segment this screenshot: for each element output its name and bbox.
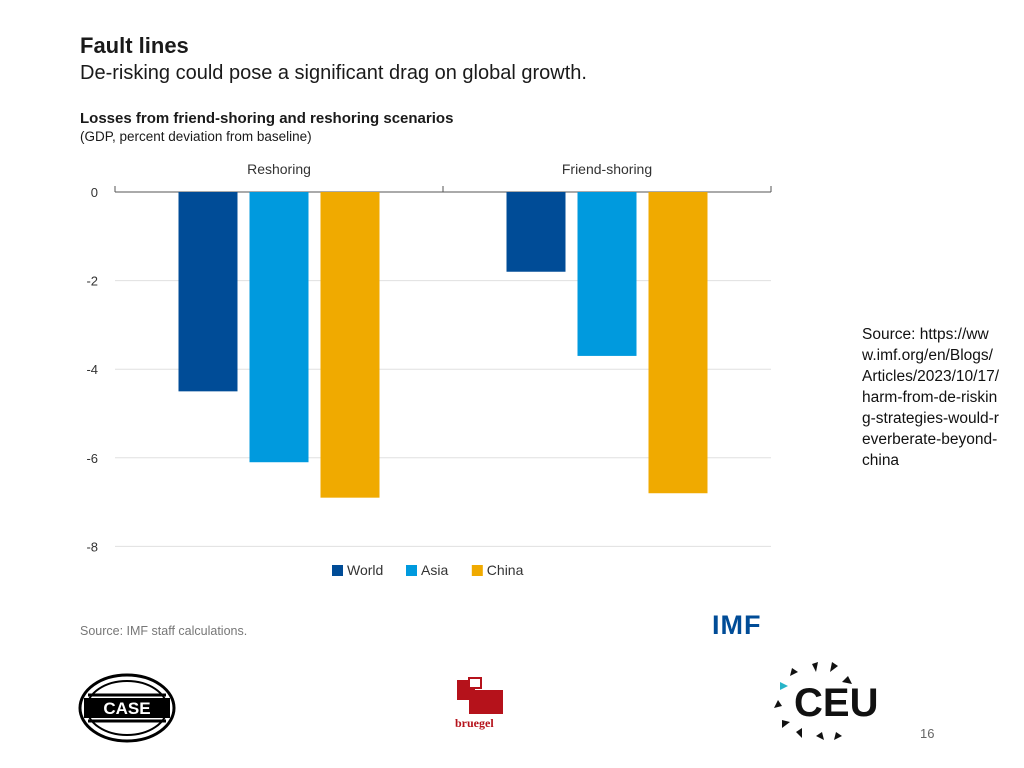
legend-label: Asia — [421, 562, 448, 578]
y-tick-label: -2 — [86, 274, 98, 289]
category-label: Reshoring — [247, 161, 311, 177]
chart-title: Fault lines — [80, 33, 189, 58]
case-logo-text: CASE — [103, 699, 150, 718]
chart-subtitle: De-risking could pose a significant drag… — [80, 62, 587, 84]
y-tick-label: -8 — [86, 539, 98, 554]
bar-china — [648, 192, 708, 494]
category-label: Friend-shoring — [562, 161, 652, 177]
legend-swatch — [406, 565, 417, 576]
bar-world — [506, 192, 566, 272]
y-tick-label: -4 — [86, 362, 98, 377]
y-tick-label: -6 — [86, 451, 98, 466]
page-number: 16 — [920, 726, 935, 741]
case-logo: CASE — [78, 673, 176, 743]
chart-source: Source: IMF staff calculations. — [80, 624, 248, 638]
bar-china — [320, 192, 380, 498]
bar-asia — [577, 192, 637, 356]
legend-swatch — [332, 565, 343, 576]
ceu-logo-text: CEU — [794, 681, 878, 725]
bruegel-logo — [457, 677, 503, 714]
bar-asia — [249, 192, 309, 463]
y-tick-label: 0 — [91, 185, 98, 200]
bruegel-logo-text: bruegel — [455, 716, 494, 730]
imf-logo: IMF — [712, 610, 762, 640]
side-source-link[interactable]: Source: https://www.imf.org/en/Blogs/Art… — [862, 326, 1000, 469]
panel-subtitle: (GDP, percent deviation from baseline) — [80, 129, 312, 144]
ceu-logo: CEU — [774, 662, 878, 740]
bar-chart: 0 -2 -4 -6 -8 Reshoring Friend-shoring World Asi… — [86, 161, 772, 578]
panel-title: Losses from friend-shoring and reshoring… — [80, 110, 454, 127]
bar-world — [178, 192, 238, 392]
legend-swatch — [471, 565, 483, 576]
legend-label: China — [487, 562, 524, 578]
legend-label: World — [347, 562, 383, 578]
